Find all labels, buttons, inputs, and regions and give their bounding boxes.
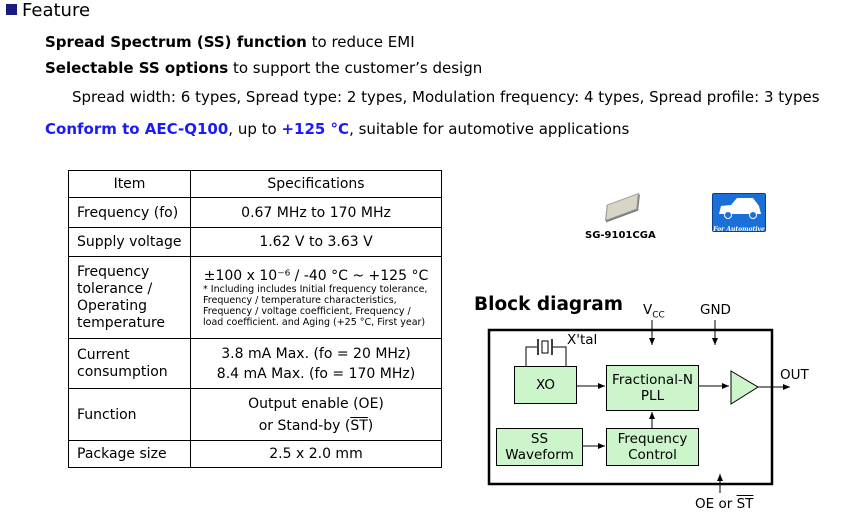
b1-bold: Spread Spectrum (SS) function [45, 33, 307, 51]
table-row: Function Output enable (OE) or Stand-by (S… [68, 388, 442, 441]
spec: 0.67 MHz to 170 MHz [190, 197, 442, 228]
oe-st-label: OE or ST [695, 496, 753, 512]
out-label: OUT [780, 367, 809, 383]
spec-line1: Output enable (OE) [248, 395, 384, 412]
pll-block: Fractional-N PLL [606, 365, 699, 411]
item: Package size [68, 440, 191, 468]
spec: Output enable (OE) or Stand-by (ST) [190, 388, 442, 441]
feature-heading: Feature [6, 0, 90, 21]
vcc: V [643, 302, 653, 318]
spec: 2.5 x 2.0 mm [190, 440, 442, 468]
feature-ss: Spread Spectrum (SS) function to reduce … [45, 33, 415, 51]
spec-main: ±100 x 10⁻⁶ / -40 °C ~ +125 °C [203, 267, 429, 284]
feature-options: Selectable SS options to support the cus… [45, 59, 482, 77]
product-name: SG-9101CGA [585, 230, 656, 241]
spec: 3.8 mA Max. (fo = 20 MHz) 8.4 mA Max. (fo… [190, 338, 442, 389]
frequency-control-block: Frequency Control [606, 428, 699, 466]
b3-rest: , suitable for automotive applications [349, 120, 630, 138]
table-row: Package size 2.5 x 2.0 mm [68, 440, 442, 468]
heading-text: Feature [22, 0, 91, 21]
vcc-label: VCC [643, 302, 665, 321]
table-row: Supply voltage 1.62 V to 3.63 V [68, 227, 442, 257]
car-icon [719, 198, 761, 219]
table-row: Frequency (fo) 0.67 MHz to 170 MHz [68, 197, 442, 228]
header-spec: Specifications [190, 170, 442, 198]
spec: ±100 x 10⁻⁶ / -40 °C ~ +125 °C * Includin… [190, 256, 442, 339]
badge-text: For Automotive [713, 226, 765, 233]
table-row: Current consumption 3.8 mA Max. (fo = 20 … [68, 338, 442, 389]
automotive-badge: For Automotive [712, 193, 766, 233]
spec-table: Item Specifications Frequency (fo) 0.67 MH… [68, 170, 442, 468]
chip-outline [487, 328, 774, 486]
item: Current consumption [68, 338, 191, 389]
xtal-label: X'tal [567, 332, 598, 348]
spec-note: * Including includes Initial frequency t… [203, 283, 428, 328]
spec-line2a: or Stand-by ( [258, 417, 351, 434]
b3-temp: +125 °C [281, 120, 350, 138]
st: ST [736, 496, 754, 512]
b3-mid: , up to [228, 120, 282, 138]
vcc-sub: CC [652, 310, 665, 321]
table-row: Frequency tolerance / Operating temperat… [68, 256, 442, 339]
table-header: Item Specifications [68, 170, 442, 198]
b2-bold: Selectable SS options [45, 59, 229, 77]
gnd-label: GND [700, 302, 731, 318]
spec-line2: or Stand-by (ST) [199, 415, 433, 437]
block-diagram-title: Block diagram [474, 294, 624, 315]
output-buffer [730, 370, 759, 405]
crystal-icon [541, 340, 549, 354]
feature-aec: Conform to AEC-Q100, up to +125 °C, suit… [45, 120, 629, 138]
b1-rest: to reduce EMI [306, 33, 415, 51]
item: Supply voltage [68, 227, 191, 257]
spec-line1: 3.8 mA Max. (fo = 20 MHz) [221, 345, 411, 362]
b2-rest: to support the customer’s design [228, 59, 483, 77]
square-bullet-icon [6, 4, 17, 15]
oe: OE or [695, 496, 737, 512]
ss-waveform-block: SS Waveform [496, 428, 583, 466]
feature-options-detail: Spread width: 6 types, Spread type: 2 ty… [72, 88, 820, 106]
item: Frequency (fo) [68, 197, 191, 228]
b3-aec: Conform to AEC-Q100 [45, 120, 229, 138]
spec-st: ST [350, 417, 368, 434]
xo-block: XO [514, 366, 577, 404]
item: Frequency tolerance / Operating temperat… [68, 256, 191, 339]
spec-line2: 8.4 mA Max. (fo = 170 MHz) [216, 365, 416, 382]
spec-end: ) [367, 417, 374, 434]
